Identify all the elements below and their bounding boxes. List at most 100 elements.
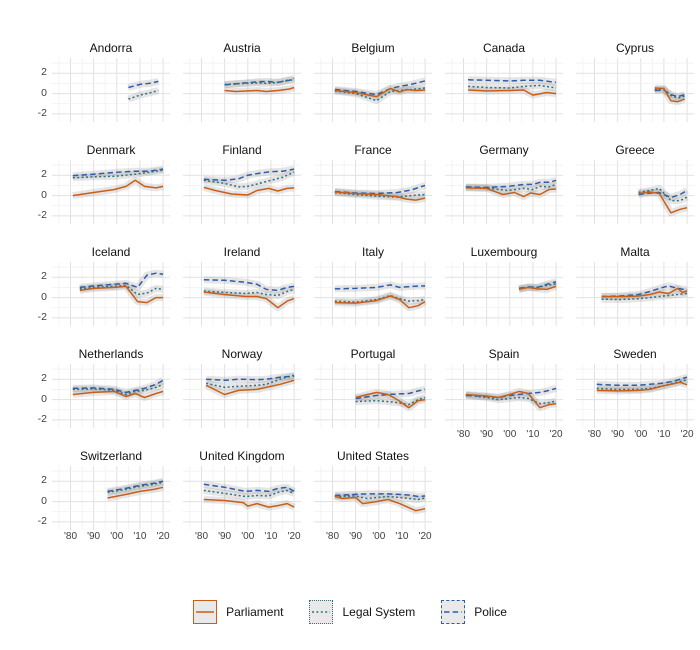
x-tick-label: '00 (503, 429, 517, 440)
x-axis-labels: '80 '90 '00 '10 '20 (183, 530, 301, 544)
y-tick-label: 0 (41, 290, 47, 303)
police-line (334, 284, 426, 290)
y-axis-labels: 2 0 -2 (22, 448, 52, 544)
facet-title: Austria (223, 41, 261, 55)
x-tick-label: '20 (156, 531, 170, 542)
gridlines (183, 58, 301, 122)
parliament-line (468, 89, 557, 96)
facet-panel: Finland (183, 142, 301, 224)
x-tick-label: '80 (587, 429, 602, 440)
parliament-line (203, 186, 295, 196)
parliament-line (334, 191, 426, 201)
facet-row: 2 0 -2 Iceland Ireland Italy Luxembourg Malta (22, 244, 700, 346)
y-tick-label: -2 (37, 412, 47, 425)
x-tick-label: '80 (194, 531, 209, 542)
legend-label: Police (474, 605, 507, 619)
facet-plot (314, 58, 432, 122)
y-tick-label: -2 (37, 208, 47, 221)
x-tick-label: '00 (372, 531, 386, 542)
facet-title: Spain (488, 347, 520, 361)
x-tick-label: '90 (480, 429, 494, 440)
parliament-line (107, 486, 164, 499)
facet-title: Italy (361, 245, 384, 259)
gridlines (314, 262, 432, 326)
gridlines (445, 364, 563, 428)
facet-plot (576, 262, 694, 326)
facet-plot (183, 160, 301, 224)
police-line (596, 376, 688, 387)
x-tick-label: '80 (325, 531, 340, 542)
facet-plot (52, 160, 170, 224)
police-line (224, 77, 295, 86)
legend: Parliament Legal System Police (0, 600, 700, 624)
facet-panel: Canada (445, 40, 563, 122)
gridlines (183, 262, 301, 326)
legal-line (203, 288, 295, 297)
police-line (72, 168, 164, 177)
legend-item-legal: Legal System (309, 600, 415, 624)
legal-line (638, 187, 688, 202)
facet-title: Andorra (89, 41, 133, 55)
facet-title: Luxembourg (470, 245, 538, 259)
facet-row: 2 0 -2 Netherlands Norway Portugal Spain '80 '90… (22, 346, 700, 448)
police-line (465, 179, 557, 189)
legal-line (465, 394, 557, 405)
parliament-line (596, 381, 688, 392)
legend-label: Legal System (342, 605, 416, 619)
x-tick-label: '10 (657, 429, 671, 440)
facet-panel: Switzerland '80 '90 '00 '10 '20 (52, 448, 170, 544)
facet-title: Finland (222, 143, 262, 157)
facet-title: Iceland (91, 245, 131, 259)
parliament-line (334, 87, 426, 98)
legal-line (72, 383, 164, 396)
legal-line (654, 88, 685, 99)
gridlines (576, 58, 694, 122)
facet-panel: Italy (314, 244, 432, 326)
police-line (654, 89, 685, 98)
legal-line (465, 183, 557, 192)
x-tick-label: '10 (133, 531, 147, 542)
police-line (206, 375, 295, 382)
facet-plot (576, 160, 694, 224)
facet-row: 2 0 -2 Andorra Austria Belgium Canada Cyprus (22, 40, 700, 142)
facet-panel: Malta (576, 244, 694, 326)
police-key-line-icon (444, 611, 463, 613)
y-tick-label: 0 (41, 392, 47, 405)
facet-title: Greece (615, 143, 655, 157)
gridlines (445, 262, 563, 326)
gridlines (314, 364, 432, 428)
y-tick-label: 0 (41, 188, 47, 201)
parliament-line (334, 295, 426, 309)
facet-title: Portugal (350, 347, 396, 361)
facet-title: Ireland (223, 245, 261, 259)
facet-plot (52, 466, 170, 530)
facet-panel: Netherlands (52, 346, 170, 428)
y-tick-label: 2 (41, 270, 47, 283)
facet-grid: 2 0 -2 Andorra Austria Belgium Canada Cyprus 2 0 -… (22, 40, 700, 544)
facet-title: Canada (482, 41, 526, 55)
y-tick-label: 2 (41, 66, 47, 79)
facet-title: United States (336, 449, 410, 463)
gridlines (314, 160, 432, 224)
y-axis-labels: 2 0 -2 (22, 40, 52, 136)
legal-line (601, 292, 688, 301)
facet-plot (445, 160, 563, 224)
legal-line (203, 171, 295, 188)
parliament-line (601, 287, 688, 298)
y-axis-labels: 2 0 -2 (22, 244, 52, 340)
x-tick-label: '80 (63, 531, 78, 542)
facet-panel: Portugal (314, 346, 432, 428)
facet-panel: Belgium (314, 40, 432, 122)
gridlines (183, 364, 301, 428)
facet-plot (314, 466, 432, 530)
x-tick-label: '90 (611, 429, 625, 440)
facet-plot (183, 262, 301, 326)
parliament-line (465, 187, 557, 198)
legal-ribbon (355, 394, 427, 409)
y-tick-label: -2 (37, 106, 47, 119)
facet-plot (183, 58, 301, 122)
legal-ribbon (334, 189, 426, 201)
police-line (465, 387, 557, 399)
facet-plot (445, 364, 563, 428)
facet-panel: Sweden '80 '90 '00 '10 '20 (576, 346, 694, 442)
